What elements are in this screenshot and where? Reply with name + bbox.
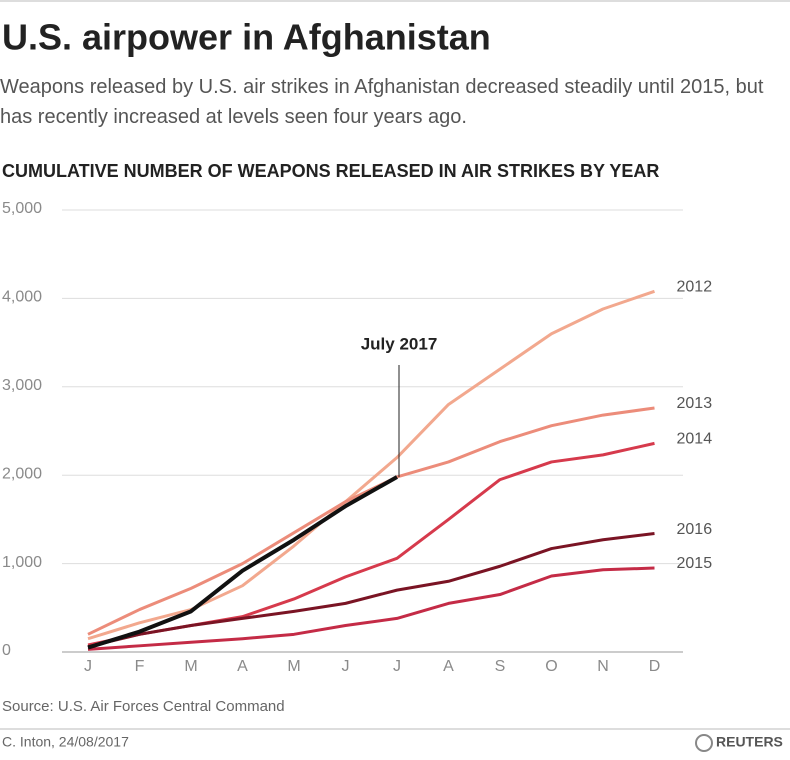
x-tick-label: D [649, 658, 661, 675]
x-tick-label: A [443, 658, 454, 675]
x-tick-label: J [393, 658, 401, 675]
series-line [87, 566, 655, 651]
x-tick-label: M [287, 658, 300, 675]
series-line [87, 532, 655, 649]
y-tick-label: 5,000 [2, 200, 42, 217]
source: Source: U.S. Air Forces Central Command [2, 698, 285, 715]
x-tick-label: A [237, 658, 248, 675]
x-tick-label: J [84, 658, 92, 675]
logo-icon [695, 734, 713, 752]
logo: REUTERS [716, 734, 783, 750]
x-tick-label: J [342, 658, 350, 675]
x-tick-label: M [184, 658, 197, 675]
chart-subtitle: CUMULATIVE NUMBER OF WEAPONS RELEASED IN… [2, 161, 659, 181]
y-tick-label: 0 [2, 642, 11, 659]
series-line [87, 475, 398, 650]
subtitle: Weapons released by U.S. air strikes in … [0, 76, 764, 128]
y-tick-label: 3,000 [2, 377, 42, 394]
x-tick-label: O [545, 658, 557, 675]
y-tick-label: 2,000 [2, 465, 42, 482]
x-tick-label: N [597, 658, 609, 675]
x-tick-label: F [135, 658, 145, 675]
x-tick-label: S [495, 658, 506, 675]
series-label: 2012 [677, 279, 713, 296]
series-line [87, 289, 655, 641]
credit: C. Inton, 24/08/2017 [2, 734, 129, 750]
series-label: 2015 [677, 555, 713, 572]
subtitle-box: Weapons released by U.S. air strikes in … [0, 76, 764, 128]
series-label: 2016 [677, 521, 713, 538]
y-tick-label: 4,000 [2, 289, 42, 306]
chart-title: U.S. airpower in Afghanistan [2, 17, 491, 58]
y-tick-label: 1,000 [2, 554, 42, 571]
series-label: 2013 [677, 395, 713, 412]
annotation: July 2017 [361, 334, 438, 353]
series-line [87, 406, 655, 636]
series-label: 2014 [677, 431, 713, 448]
